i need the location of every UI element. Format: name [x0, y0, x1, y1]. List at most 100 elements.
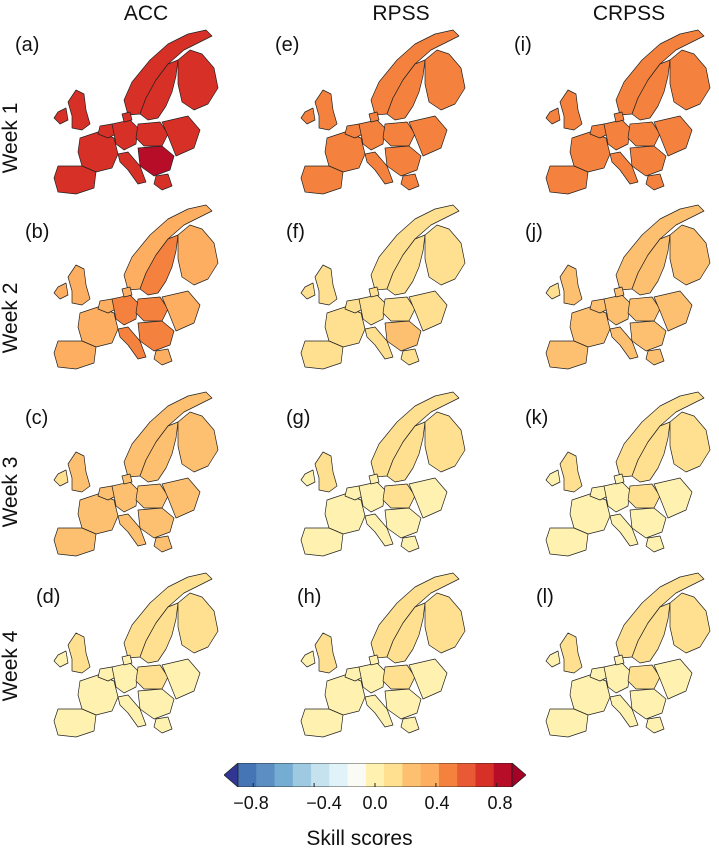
- map-crpss-week-2: [520, 195, 719, 370]
- region-benelux: [589, 298, 609, 314]
- map-acc-week-2: [28, 195, 228, 370]
- region-italy: [117, 151, 147, 185]
- region-iberia: [53, 340, 97, 370]
- region-sweden: [386, 602, 426, 664]
- region-eastern: [653, 477, 693, 519]
- colorbar-swatches: [223, 762, 527, 788]
- colorbar-bin: [292, 763, 312, 787]
- europe-map-svg: [53, 572, 219, 738]
- region-denmark: [613, 654, 625, 666]
- map-crpss-week-1: [520, 20, 719, 195]
- region-eastern: [653, 658, 693, 700]
- region-iberia: [300, 340, 344, 370]
- map-crpss-week-4: [520, 563, 719, 738]
- europe-map-svg: [300, 29, 466, 195]
- region-denmark: [613, 286, 625, 298]
- region-greece: [153, 716, 173, 734]
- region-sweden: [386, 59, 426, 121]
- region-iberia: [300, 708, 344, 738]
- region-eastern: [408, 658, 448, 700]
- region-france: [569, 493, 611, 535]
- region-greece: [645, 348, 665, 366]
- region-balkans: [384, 320, 422, 352]
- region-germany: [603, 119, 631, 151]
- europe-map-svg: [53, 29, 219, 195]
- panel-label-f: (f): [286, 221, 305, 243]
- region-uk: [314, 632, 338, 674]
- region-ireland: [545, 469, 561, 487]
- region-italy: [609, 694, 639, 728]
- region-italy: [609, 326, 639, 360]
- region-greece: [400, 535, 420, 553]
- region-france: [569, 131, 611, 173]
- colorbar-bin: [256, 763, 275, 787]
- europe-map-svg: [545, 572, 711, 738]
- map-acc-week-1: [28, 20, 228, 195]
- region-benelux: [589, 485, 609, 501]
- colorbar-bin: [420, 763, 440, 787]
- region-iberia: [300, 165, 344, 195]
- region-ireland: [545, 107, 561, 125]
- panel-label-d: (d): [36, 586, 61, 608]
- region-uk: [314, 451, 338, 493]
- europe-map-svg: [53, 204, 219, 370]
- colorbar-bin: [274, 763, 294, 787]
- colorbar-bin: [384, 763, 403, 787]
- panel-label-l: (l): [536, 586, 554, 608]
- region-iberia: [53, 165, 97, 195]
- region-italy: [117, 326, 147, 360]
- region-italy: [609, 513, 639, 547]
- region-sweden: [139, 59, 179, 121]
- region-benelux: [344, 485, 364, 501]
- region-italy: [609, 151, 639, 185]
- region-finland: [669, 224, 711, 286]
- row-title-week-3: Week 3: [0, 456, 22, 528]
- colorbar-bin: [311, 763, 330, 787]
- region-germany: [111, 294, 139, 326]
- region-germany: [111, 119, 139, 151]
- region-balkans: [384, 507, 422, 539]
- region-uk: [559, 89, 583, 131]
- region-balkans: [629, 320, 667, 352]
- region-italy: [364, 151, 394, 185]
- region-balkans: [137, 320, 175, 352]
- region-sweden: [139, 421, 179, 483]
- region-sweden: [139, 602, 179, 664]
- colorbar-tick-0.4: 0.4: [424, 793, 450, 813]
- map-crpss-week-3: [520, 382, 719, 557]
- map-rpss-week-3: [275, 382, 475, 557]
- region-eastern: [161, 115, 201, 157]
- region-balkans: [629, 145, 667, 177]
- region-ireland: [300, 107, 316, 125]
- region-denmark: [121, 111, 133, 123]
- region-germany: [603, 481, 631, 513]
- region-ireland: [300, 282, 316, 300]
- panel-label-b: (b): [25, 221, 50, 243]
- region-balkans: [629, 507, 667, 539]
- region-benelux: [97, 298, 117, 314]
- region-germany: [358, 294, 386, 326]
- region-italy: [117, 694, 147, 728]
- europe-map-svg: [300, 391, 466, 557]
- row-title-week-2: Week 2: [0, 282, 22, 354]
- region-france: [324, 493, 366, 535]
- colorbar-bin: [402, 763, 422, 787]
- region-sweden: [631, 421, 671, 483]
- panel-label-h: (h): [297, 586, 322, 608]
- region-france: [77, 493, 119, 535]
- region-sweden: [386, 234, 426, 296]
- region-denmark: [121, 473, 133, 485]
- region-france: [77, 674, 119, 716]
- region-iberia: [545, 165, 589, 195]
- region-uk: [559, 632, 583, 674]
- row-title-week-4: Week 4: [0, 630, 22, 702]
- colorbar-tick-neg-0.4: −0.4: [306, 793, 342, 813]
- region-uk: [559, 451, 583, 493]
- column-title-rpss: RPSS: [372, 2, 430, 25]
- europe-map-svg: [545, 391, 711, 557]
- region-uk: [559, 264, 583, 306]
- panel-label-g: (g): [286, 407, 311, 429]
- region-eastern: [408, 477, 448, 519]
- region-iberia: [53, 708, 97, 738]
- map-rpss-week-4: [275, 563, 475, 738]
